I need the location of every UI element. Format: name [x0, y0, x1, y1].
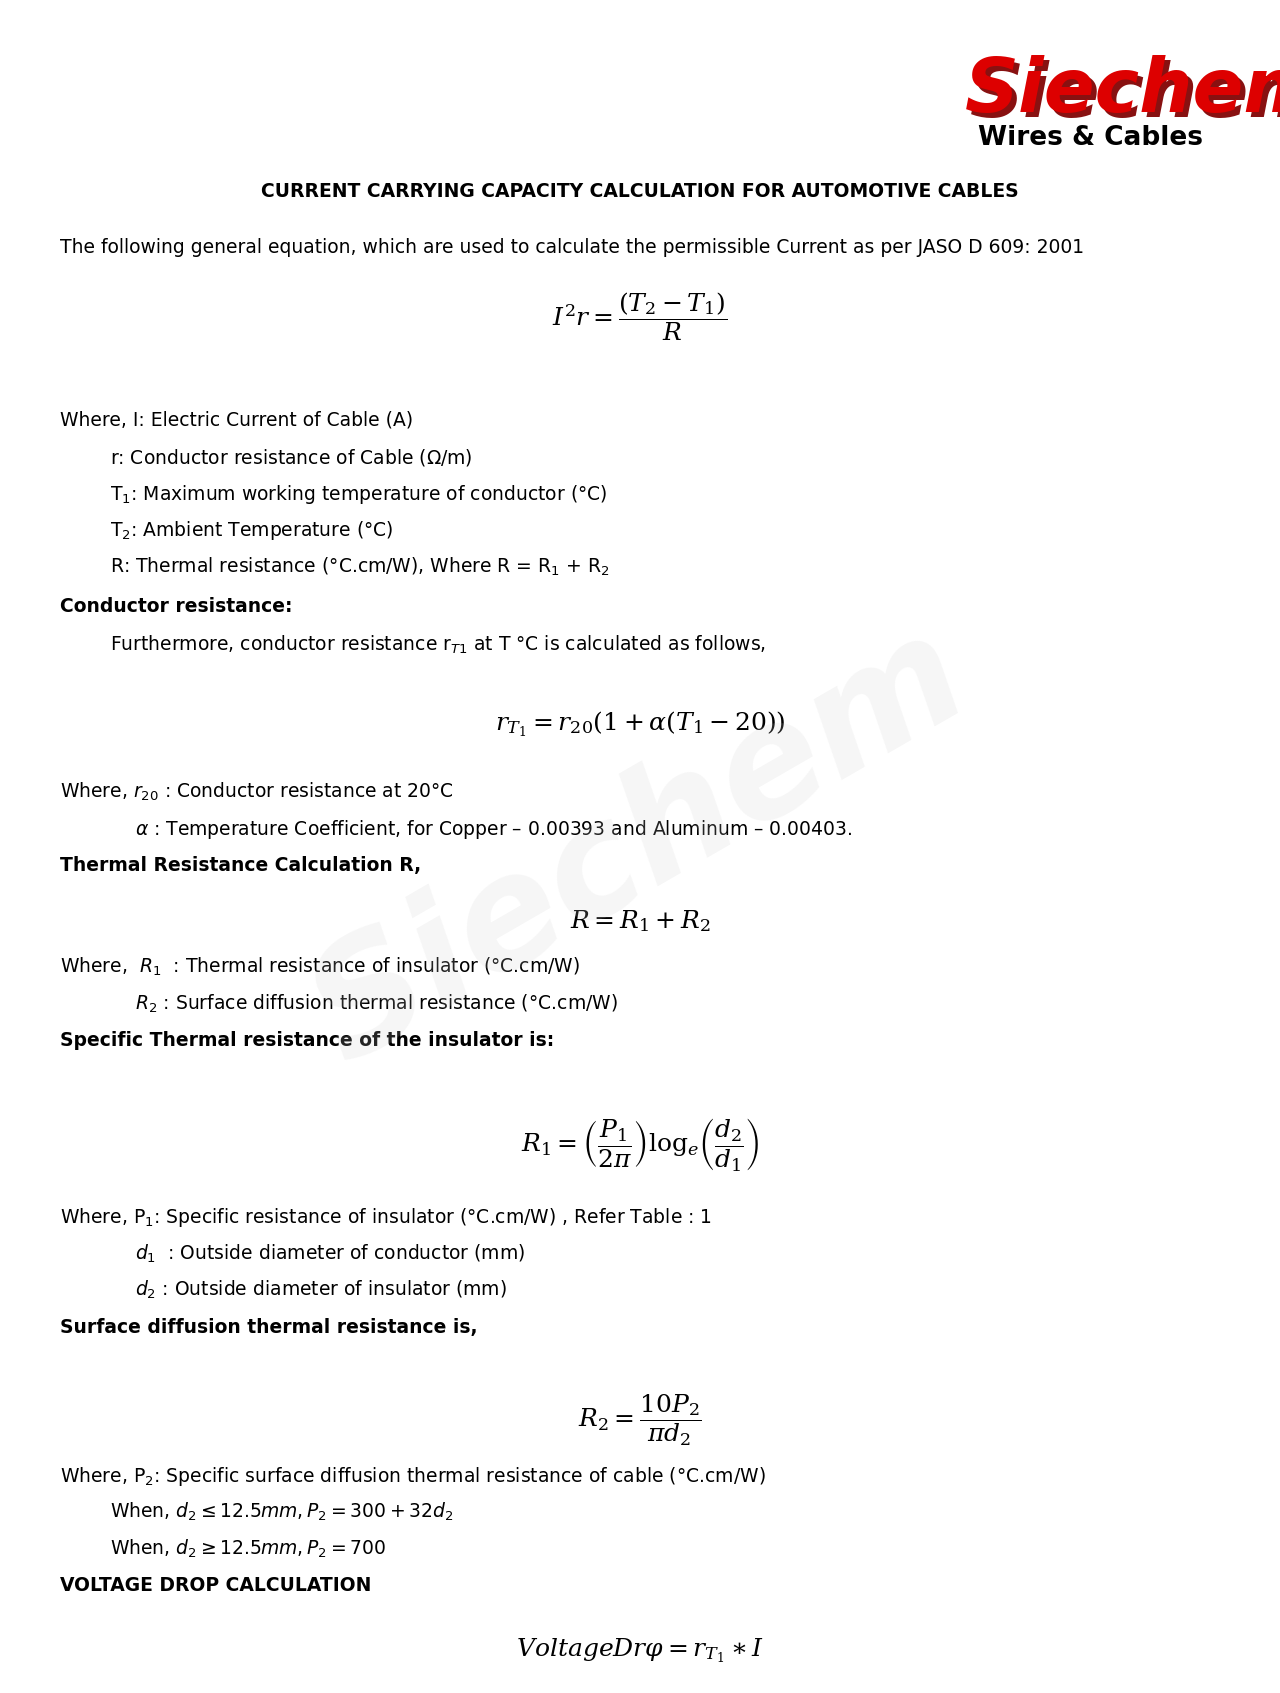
Text: R: Thermal resistance (°C.cm/W), Where R = R$_1$ + R$_2$: R: Thermal resistance (°C.cm/W), Where R…	[110, 555, 609, 579]
Text: Furthermore, conductor resistance r$_{T1}$ at T °C is calculated as follows,: Furthermore, conductor resistance r$_{T1…	[110, 633, 765, 657]
Text: Where, P$_1$: Specific resistance of insulator (°C.cm/W) , Refer Table : 1: Where, P$_1$: Specific resistance of ins…	[60, 1205, 712, 1229]
Text: When, $d_{2} \leq 12.5mm, P_{2} = 300 + 32d_{2}$: When, $d_{2} \leq 12.5mm, P_{2} = 300 + …	[110, 1502, 453, 1524]
Text: T$_2$: Ambient Temperature (°C): T$_2$: Ambient Temperature (°C)	[110, 520, 393, 542]
Text: Wires & Cables: Wires & Cables	[978, 125, 1203, 151]
Text: $R_{2}$ : Surface diffusion thermal resistance (°C.cm/W): $R_{2}$ : Surface diffusion thermal resi…	[134, 992, 618, 1014]
Text: Where, P$_2$: Specific surface diffusion thermal resistance of cable (°C.cm/W): Where, P$_2$: Specific surface diffusion…	[60, 1464, 765, 1488]
Text: T$_1$: Maximum working temperature of conductor (°C): T$_1$: Maximum working temperature of co…	[110, 483, 608, 506]
Text: Conductor resistance:: Conductor resistance:	[60, 598, 293, 616]
Text: $r_{T_{1}} = r_{20}(1 + \alpha(T_{1} - 20))$: $r_{T_{1}} = r_{20}(1 + \alpha(T_{1} - 2…	[494, 709, 786, 738]
Text: Siechem: Siechem	[965, 54, 1280, 129]
Text: $d_{2}$ : Outside diameter of insulator (mm): $d_{2}$ : Outside diameter of insulator …	[134, 1278, 507, 1302]
Text: Where, $r_{20}$ : Conductor resistance at 20°C: Where, $r_{20}$ : Conductor resistance a…	[60, 780, 454, 802]
Text: $I^{2}r = \dfrac{(T_{2}-T_{1})}{R}$: $I^{2}r = \dfrac{(T_{2}-T_{1})}{R}$	[553, 290, 727, 342]
Text: $d_{1}$  : Outside diameter of conductor (mm): $d_{1}$ : Outside diameter of conductor …	[134, 1243, 525, 1265]
Text: $R_{2} = \dfrac{10P_{2}}{\pi d_{2}}$: $R_{2} = \dfrac{10P_{2}}{\pi d_{2}}$	[579, 1393, 701, 1448]
Text: $\alpha$ : Temperature Coefficient, for Copper – 0.00393 and Aluminum – 0.00403.: $\alpha$ : Temperature Coefficient, for …	[134, 818, 852, 840]
Text: Siechem: Siechem	[288, 599, 992, 1094]
Text: $R_{1} = \left(\dfrac{P_{1}}{2\pi}\right)\log_{e}\!\left(\dfrac{d_{2}}{d_{1}}\ri: $R_{1} = \left(\dfrac{P_{1}}{2\pi}\right…	[521, 1116, 759, 1173]
Text: Specific Thermal resistance of the insulator is:: Specific Thermal resistance of the insul…	[60, 1031, 554, 1050]
Text: $VoltageDr\varphi = r_{T_{1}} \ast I$: $VoltageDr\varphi = r_{T_{1}} \ast I$	[516, 1635, 764, 1664]
Text: Where,  $R_{1}$  : Thermal resistance of insulator (°C.cm/W): Where, $R_{1}$ : Thermal resistance of i…	[60, 957, 580, 979]
Text: The following general equation, which are used to calculate the permissible Curr: The following general equation, which ar…	[60, 239, 1084, 257]
Text: CURRENT CARRYING CAPACITY CALCULATION FOR AUTOMOTIVE CABLES: CURRENT CARRYING CAPACITY CALCULATION FO…	[261, 183, 1019, 201]
Text: Siechem: Siechem	[970, 59, 1280, 134]
Text: Thermal Resistance Calculation R,: Thermal Resistance Calculation R,	[60, 857, 421, 875]
Text: When, $d_{2} \geq 12.5mm, P_{2} = 700$: When, $d_{2} \geq 12.5mm, P_{2} = 700$	[110, 1537, 387, 1559]
Text: r: Conductor resistance of Cable ($\Omega$/m): r: Conductor resistance of Cable ($\Omeg…	[110, 447, 472, 467]
Text: Surface diffusion thermal resistance is,: Surface diffusion thermal resistance is,	[60, 1317, 477, 1336]
Text: $R = R_{1} + R_{2}$: $R = R_{1} + R_{2}$	[570, 907, 710, 935]
Text: VOLTAGE DROP CALCULATION: VOLTAGE DROP CALCULATION	[60, 1576, 371, 1595]
Text: Where, I: Electric Current of Cable (A): Where, I: Electric Current of Cable (A)	[60, 410, 413, 428]
